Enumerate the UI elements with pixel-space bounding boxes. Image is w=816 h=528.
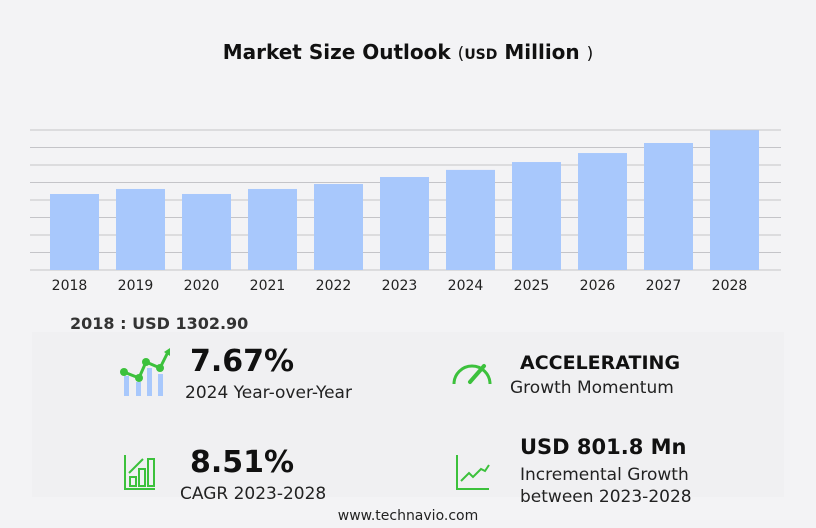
yoy-value: 7.67% [190,344,295,379]
x-tick-label: 2027 [646,278,682,294]
bar-2025 [512,162,561,270]
x-tick-label: 2024 [448,278,484,294]
bar-2021 [248,188,297,270]
bar-2022 [314,184,363,270]
x-tick-label: 2019 [118,278,154,294]
x-tick-label: 2021 [250,278,286,294]
cagr-label: CAGR 2023-2028 [180,484,327,504]
yoy-label: 2024 Year-over-Year [185,383,352,403]
momentum-label: Growth Momentum [510,378,674,398]
speedometer-icon [452,364,492,385]
footer-url: www.technavio.com [337,508,479,524]
x-tick-label: 2018 [52,278,88,294]
title-text: Market Size Outlook [222,40,451,64]
x-tick-label: 2023 [382,278,418,294]
incremental-label-2: between 2023-2028 [520,487,692,507]
incremental-label-1: Incremental Growth [520,465,689,485]
bar-2024 [446,169,495,270]
line-growth-icon [456,455,490,490]
bar-2026 [578,153,627,270]
x-tick-label: 2028 [712,278,748,294]
incremental-value: USD 801.8 Mn [520,435,687,459]
bar-2020 [182,193,231,270]
x-tick-label: 2026 [580,278,616,294]
title-unit: USD [464,47,498,63]
base-year-label: 2018 : USD 1302.90 [70,314,249,333]
x-tick-label: 2020 [184,278,220,294]
paren-open: ( [457,44,465,64]
bar-2019 [116,188,165,270]
x-tick-label: 2022 [316,278,352,294]
bar-chart: 2018 2019 2020 2021 2022 2023 2024 2025 2026 2027… [30,129,781,294]
bar-2023 [380,177,429,270]
chart-title: Market Size Outlook (USD Million ) [0,40,816,64]
bar-growth-icon [124,455,155,490]
growth-chart-icon [120,348,170,396]
x-tick-label: 2025 [514,278,550,294]
bar-2018 [50,193,99,270]
cagr-value: 8.51% [190,445,295,480]
bar-2027 [644,143,693,270]
momentum-value: ACCELERATING [520,352,681,374]
title-unit-word: Million [504,40,580,64]
paren-close: ) [586,44,594,64]
stats-panel [32,332,784,497]
bar-2028 [710,130,759,270]
